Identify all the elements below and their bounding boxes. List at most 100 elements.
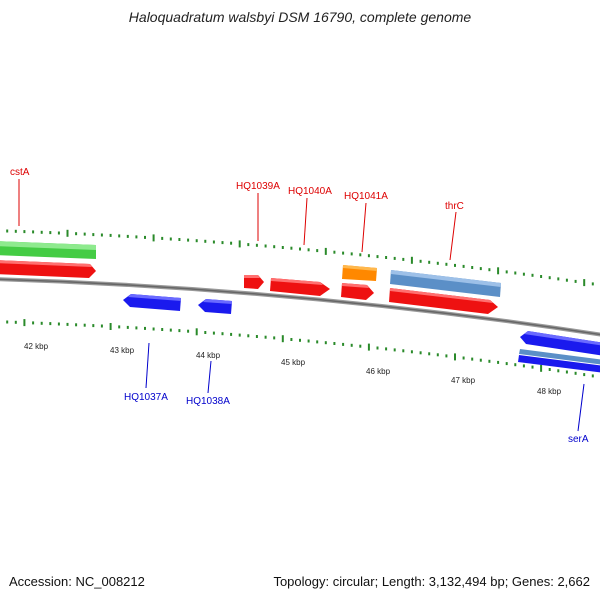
inner-tick-minor — [204, 331, 207, 334]
label-HQ1038A[interactable]: HQ1038A — [186, 396, 230, 407]
inner-tick-minor — [471, 357, 474, 361]
gene-serA-steelblue-feature[interactable] — [519, 349, 600, 365]
inner-tick-minor — [419, 351, 422, 355]
outer-tick-minor — [428, 260, 431, 264]
inner-tick-major — [281, 335, 284, 343]
gene-serA-inner-cds[interactable] — [518, 355, 600, 373]
outer-tick-minor — [367, 254, 370, 258]
outer-tick-minor — [109, 233, 112, 237]
outer-tick-minor — [385, 256, 388, 259]
outer-tick-minor — [307, 248, 310, 252]
gene-cstA-green-feature[interactable] — [0, 241, 96, 259]
inner-tick-major — [540, 364, 543, 372]
outer-tick-minor — [454, 263, 456, 267]
outer-tick-minor — [204, 239, 207, 243]
inner-tick-minor — [14, 320, 17, 324]
inner-tick-minor — [6, 320, 9, 324]
inner-tick-major — [195, 328, 198, 336]
outer-tick-minor — [57, 231, 60, 235]
inner-tick-minor — [522, 364, 525, 368]
label-HQ1040A[interactable]: HQ1040A — [288, 186, 332, 197]
gene-HQ1038A-cds[interactable] — [198, 299, 232, 314]
outer-tick-minor — [299, 247, 301, 251]
outer-tick-minor — [135, 235, 138, 239]
outer-tick-minor — [221, 241, 224, 245]
leader-HQ1038A — [207, 360, 212, 394]
gene-HQ1041A-orange-feature[interactable] — [342, 265, 377, 281]
inner-tick-minor — [376, 346, 379, 350]
outer-tick-minor — [540, 275, 543, 278]
outer-tick-minor — [557, 277, 560, 281]
inner-tick-minor — [505, 362, 508, 366]
inner-tick-minor — [32, 321, 35, 325]
gene-HQ1040A-cds[interactable] — [270, 278, 330, 296]
gene-thrC-steelblue-feature[interactable] — [390, 270, 501, 297]
inner-tick-minor — [342, 342, 345, 346]
kbp-label-48: 48 kbp — [537, 387, 562, 396]
outer-tick-minor — [49, 231, 52, 235]
gene-HQ1039A-cds[interactable] — [244, 275, 264, 289]
outer-tick-minor — [126, 234, 129, 238]
inner-tick-minor — [49, 322, 52, 326]
outer-tick-minor — [376, 255, 379, 259]
inner-tick-minor — [428, 352, 431, 356]
label-cstA[interactable]: cstA — [10, 167, 30, 178]
label-thrC[interactable]: thrC — [445, 201, 464, 212]
inner-tick-minor — [324, 341, 327, 345]
outer-tick-minor — [118, 234, 121, 238]
inner-tick-minor — [238, 333, 241, 337]
inner-tick-minor — [144, 326, 146, 330]
map-title: Haloquadratum walsbyi DSM 16790, complet… — [128, 9, 472, 25]
inner-tick-minor — [393, 348, 396, 352]
inner-tick-minor — [264, 335, 267, 339]
gene-serA-cds[interactable] — [520, 331, 600, 356]
label-serA[interactable]: serA — [568, 434, 589, 445]
inner-tick-minor — [583, 373, 586, 377]
gene-thrC-cds[interactable] — [389, 288, 498, 314]
outer-tick-minor — [75, 232, 78, 236]
gene-HQ1037A-cds[interactable] — [123, 294, 181, 311]
outer-tick-major — [410, 256, 413, 264]
inner-tick-minor — [92, 324, 95, 328]
inner-tick-minor — [385, 347, 388, 351]
inner-tick-minor — [247, 334, 250, 338]
gene-HQ1041A-cds[interactable] — [341, 283, 374, 300]
outer-tick-minor — [255, 243, 258, 247]
outer-tick-minor — [195, 239, 198, 243]
inner-tick-minor — [307, 339, 310, 343]
inner-tick-minor — [66, 322, 69, 326]
inner-tick-minor — [178, 329, 181, 333]
leader-HQ1041A — [361, 202, 367, 253]
inner-tick-minor — [402, 349, 405, 353]
outer-tick-minor — [402, 257, 405, 261]
outer-tick-minor — [350, 252, 353, 256]
outer-tick-minor — [316, 249, 319, 253]
label-HQ1037A[interactable]: HQ1037A — [124, 392, 168, 403]
outer-tick-minor — [281, 246, 284, 249]
outer-tick-minor — [514, 271, 517, 275]
inner-tick-minor — [126, 325, 129, 329]
inner-tick-minor — [57, 322, 60, 326]
accession-text: Accession: NC_008212 — [9, 574, 145, 589]
inner-tick-minor — [574, 371, 577, 375]
outer-tick-minor — [505, 270, 508, 274]
outer-tick-minor — [436, 261, 439, 265]
gene-cstA-cds[interactable] — [0, 260, 96, 278]
outer-tick-major — [238, 240, 241, 248]
inner-tick-minor — [565, 370, 568, 374]
outer-tick-minor — [92, 233, 95, 237]
outer-tick-minor — [445, 262, 448, 266]
label-HQ1039A[interactable]: HQ1039A — [236, 181, 280, 192]
outer-tick-minor — [574, 279, 577, 283]
outer-tick-minor — [591, 282, 594, 286]
outer-tick-minor — [273, 245, 276, 249]
outer-tick-minor — [144, 235, 146, 239]
outer-tick-minor — [187, 238, 190, 242]
label-HQ1041A[interactable]: HQ1041A — [344, 191, 388, 202]
inner-tick-minor — [299, 338, 301, 342]
inner-tick-minor — [212, 331, 215, 335]
topology-text: Topology: circular; Length: 3,132,494 bp… — [273, 574, 590, 589]
inner-tick-minor — [187, 329, 190, 333]
leader-HQ1037A — [145, 342, 150, 389]
kbp-label-46: 46 kbp — [366, 367, 391, 376]
